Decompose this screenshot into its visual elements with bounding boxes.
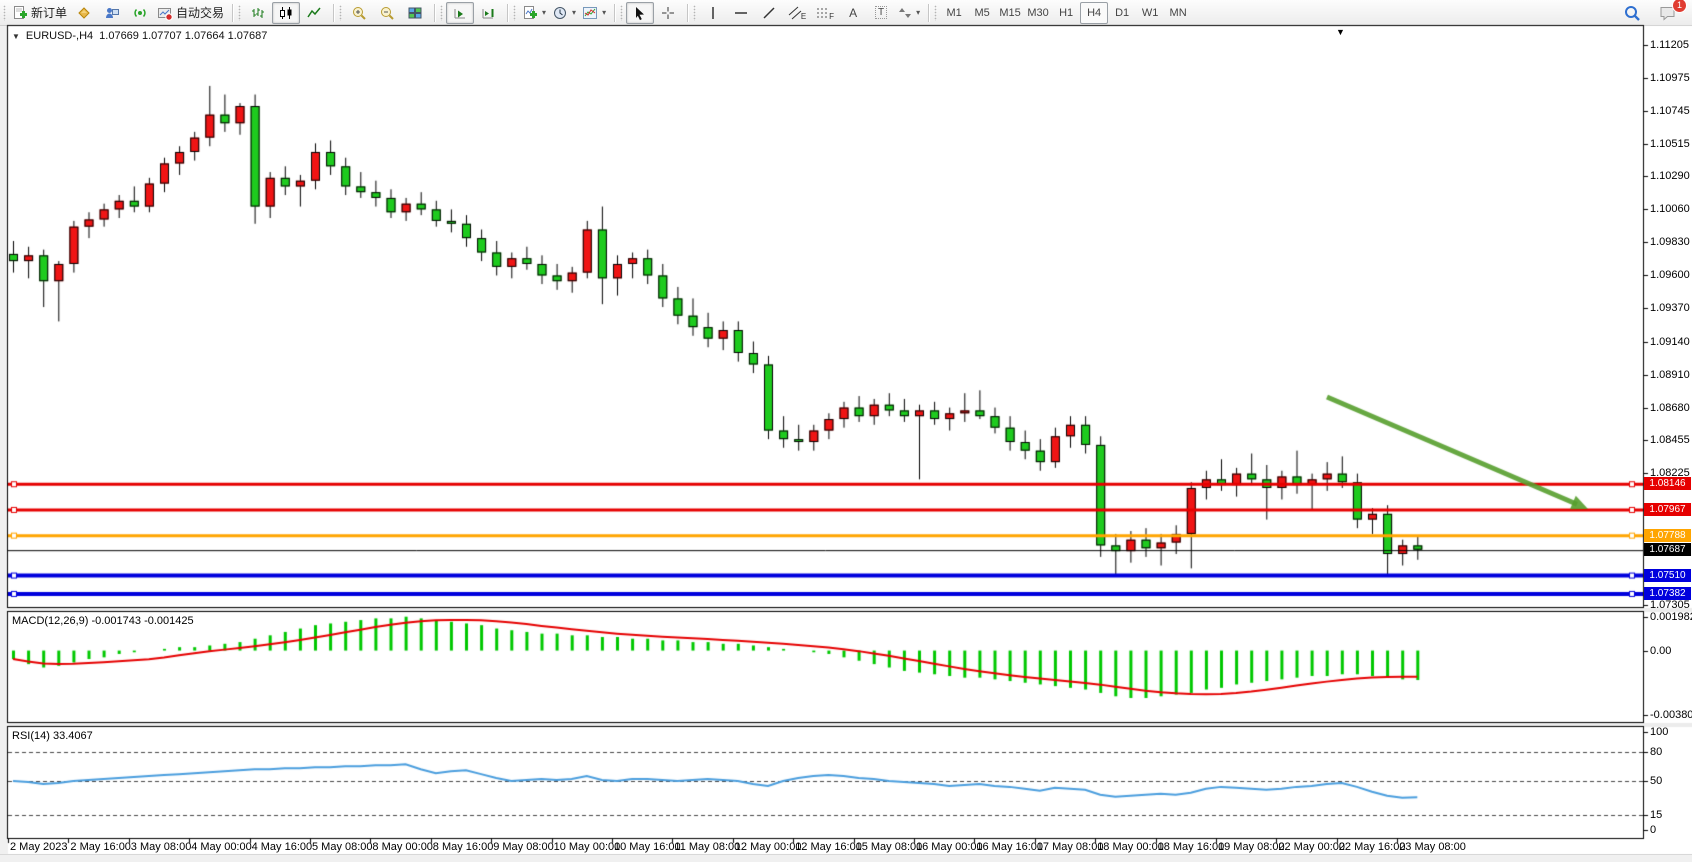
- price-axis-tick: 1.07305: [1650, 599, 1690, 611]
- time-axis-label: 5 May 08:00: [312, 841, 373, 853]
- price-axis-tick: 1.08225: [1650, 466, 1690, 479]
- macd-indicator-label: MACD(12,26,9) -0.001743 -0.001425: [12, 615, 194, 627]
- macd-axis-tick: 0.00: [1650, 644, 1672, 657]
- price-axis-tick: 1.10745: [1650, 105, 1690, 118]
- price-axis-tick: 1.09830: [1650, 236, 1690, 249]
- time-axis-label: 8 May 16:00: [432, 841, 494, 853]
- price-axis-tick: 1.11205: [1650, 39, 1689, 51]
- price-axis-tick: 1.10060: [1650, 203, 1690, 216]
- price-line-label: 1.07967: [1644, 502, 1691, 516]
- time-axis-label: 4 May 16:00: [251, 841, 313, 853]
- time-axis-label: 22 May 16:00: [1338, 841, 1406, 853]
- price-axis-tick: 1.09140: [1650, 335, 1690, 348]
- time-axis-label: 23 May 08:00: [1399, 841, 1466, 853]
- price-line-label: 1.08146: [1644, 477, 1691, 491]
- price-line-label: 1.07382: [1644, 586, 1691, 600]
- current-price-label: 1.07687: [1644, 543, 1691, 557]
- chart-title: ▼ EURUSD-,H4 1.07669 1.07707 1.07664 1.0…: [12, 30, 267, 42]
- price-axis-tick: 1.08455: [1650, 433, 1690, 446]
- rsi-axis-tick: 80: [1650, 745, 1663, 758]
- price-line-label: 1.07788: [1644, 528, 1691, 542]
- time-axis-label: 22 May 00:00: [1278, 841, 1346, 853]
- time-axis-label: 17 May 08:00: [1036, 841, 1104, 853]
- rsi-axis-tick: 50: [1650, 775, 1663, 787]
- time-axis-label: 3 May 08:00: [130, 841, 192, 853]
- time-axis-label: 8 May 00:00: [372, 841, 433, 853]
- price-axis-tick: 1.08680: [1650, 401, 1690, 414]
- time-axis-label: 19 May 08:00: [1218, 841, 1285, 853]
- time-axis-label: 2 May 16:00: [70, 841, 131, 853]
- price-axis-tick: 1.09370: [1650, 302, 1690, 315]
- chart-ohlc-quote: 1.07669 1.07707 1.07664 1.07687: [99, 30, 268, 42]
- time-axis-label: 18 May 00:00: [1097, 841, 1164, 853]
- price-axis-tick: 1.10515: [1650, 138, 1690, 151]
- status-bar: [0, 854, 1692, 862]
- time-axis-label: 10 May 16:00: [614, 841, 681, 853]
- macd-axis-tick: 0.001982: [1650, 611, 1692, 623]
- chart-shift-marker-icon[interactable]: ▼: [1336, 27, 1345, 37]
- time-axis-label: 4 May 00:00: [191, 841, 252, 853]
- rsi-axis-tick: 0: [1650, 824, 1657, 836]
- time-axis-label: 10 May 00:00: [553, 841, 621, 853]
- one-click-trading-arrow-icon[interactable]: ▼: [12, 31, 20, 41]
- rsi-axis-tick: 100: [1650, 726, 1669, 738]
- time-axis-label: 9 May 08:00: [493, 841, 554, 853]
- rsi-indicator-label: RSI(14) 33.4067: [12, 730, 93, 742]
- price-line-label: 1.07510: [1644, 568, 1691, 582]
- macd-axis-tick: -0.003804: [1650, 709, 1692, 721]
- rsi-axis-tick: 15: [1650, 809, 1663, 822]
- time-axis-label: 15 May 08:00: [855, 841, 923, 853]
- price-axis-tick: 1.08910: [1650, 368, 1690, 381]
- price-axis-tick: 1.09600: [1650, 269, 1690, 282]
- chart-symbol-period: EURUSD-,H4: [25, 30, 94, 42]
- price-axis-tick: 1.10975: [1650, 72, 1690, 85]
- time-axis-label: 12 May 16:00: [795, 841, 862, 853]
- time-axis-label: 16 May 16:00: [976, 841, 1044, 853]
- time-axis-label: 16 May 00:00: [916, 841, 983, 853]
- time-axis-label: 2 May 2023: [10, 841, 68, 853]
- time-axis-label: 11 May 08:00: [674, 841, 741, 853]
- time-axis-label: 12 May 00:00: [734, 841, 802, 853]
- time-axis-label: 18 May 16:00: [1157, 841, 1225, 853]
- price-axis-tick: 1.10290: [1650, 170, 1690, 183]
